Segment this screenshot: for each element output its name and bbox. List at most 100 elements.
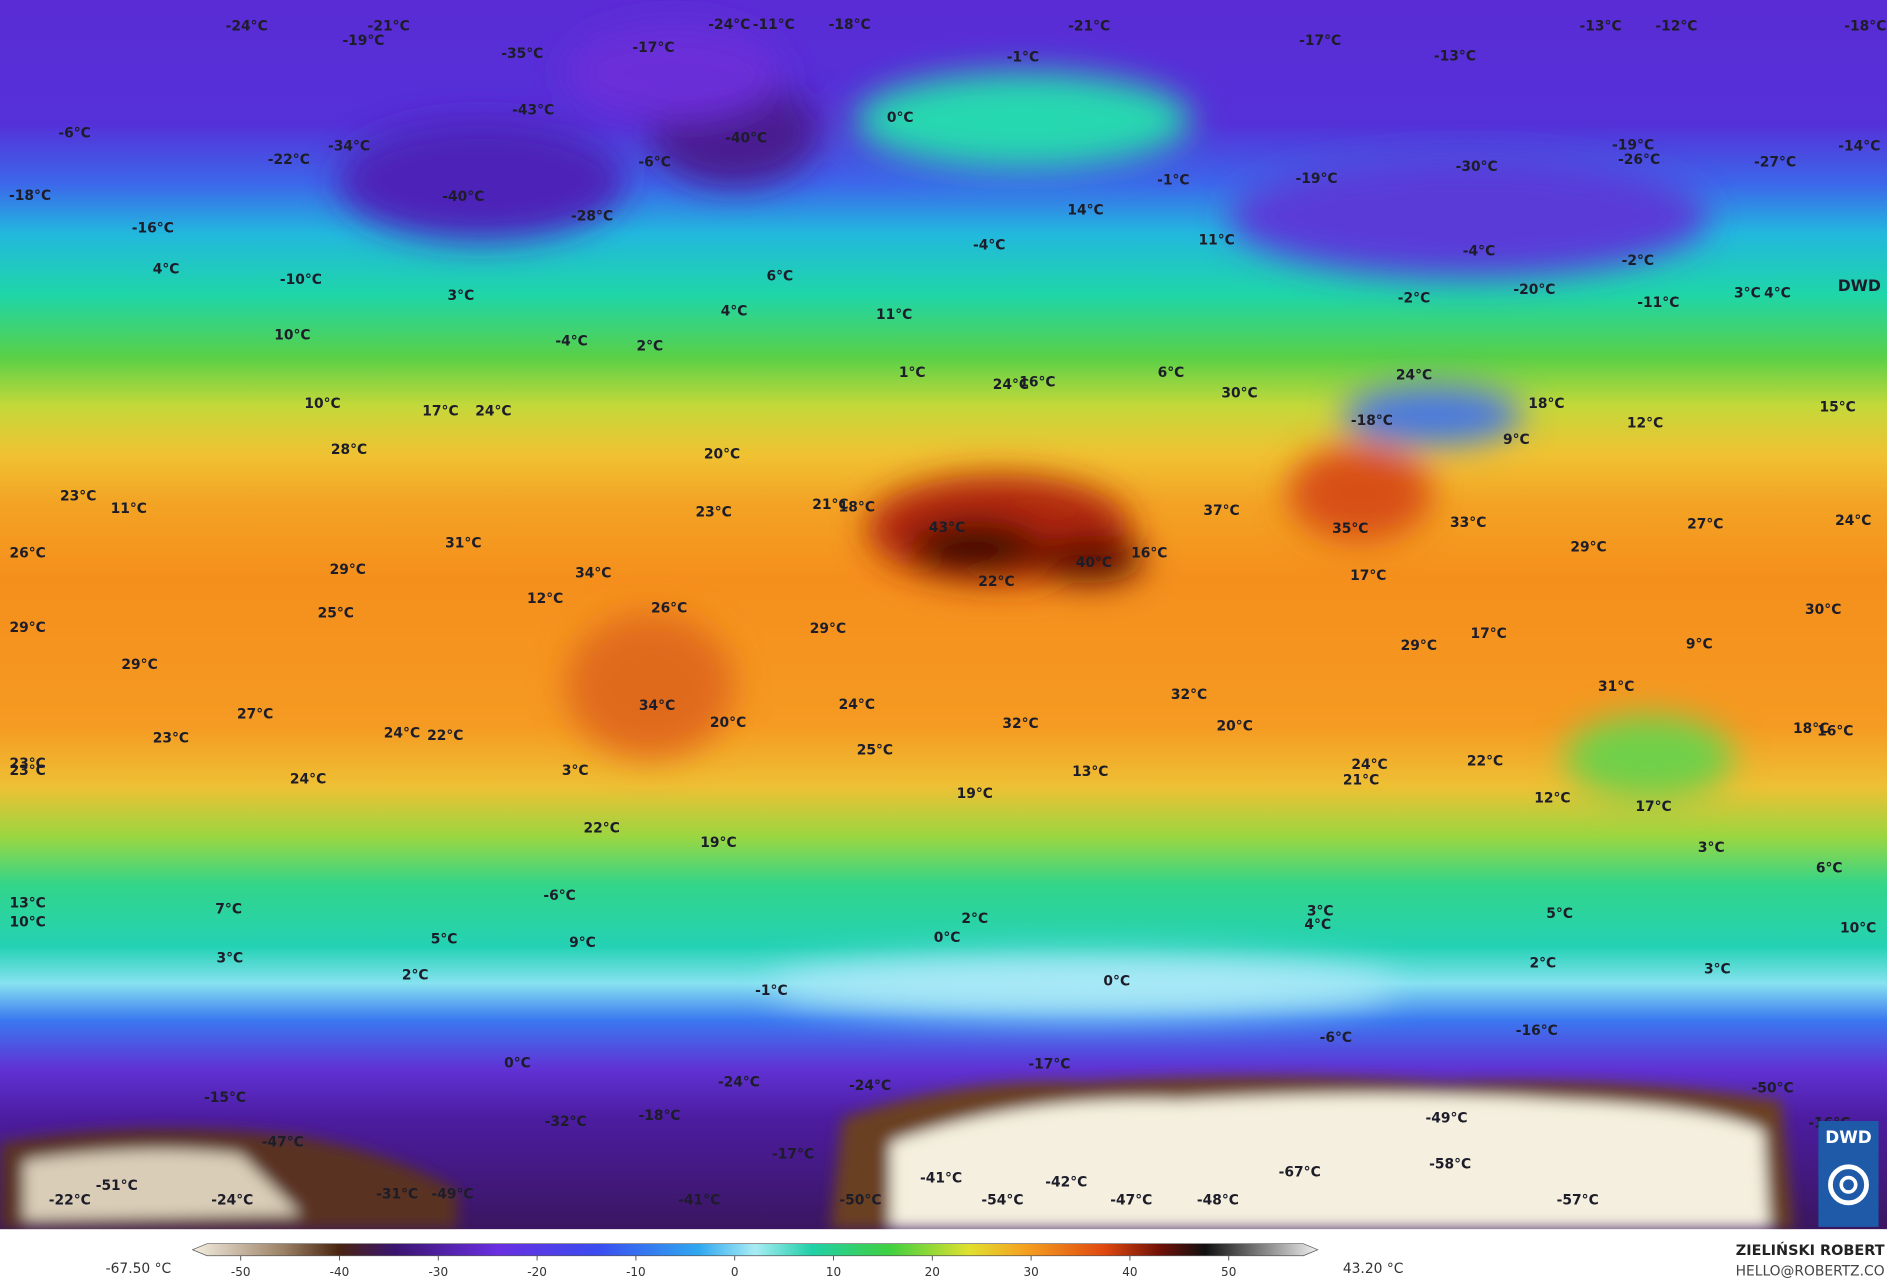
temperature-label: 33°C [1450,515,1486,531]
temperature-label: 17°C [1470,626,1506,642]
antarctica [0,1076,1794,1230]
temperature-label: -18°C [1844,18,1886,34]
temperature-label: -24°C [211,1192,253,1208]
temperature-label: -50°C [1752,1081,1794,1097]
temperature-label: -15°C [204,1090,246,1106]
footer [0,1229,1887,1287]
temperature-label: -6°C [1320,1030,1352,1046]
temperature-label: -18°C [638,1108,680,1124]
temperature-label: -24°C [226,18,268,34]
logo-text: DWD [1825,1127,1872,1147]
temperature-label: -22°C [268,152,310,168]
temperature-label: 17°C [422,403,458,419]
temperature-label: -41°C [920,1171,962,1187]
temperature-label: 4°C [1764,285,1791,301]
colorbar-tick-label: -40 [330,1265,350,1279]
temperature-label: 26°C [651,601,687,617]
temperature-label: -42°C [1045,1174,1087,1190]
temperature-label: -47°C [1110,1192,1152,1208]
temperature-label: 6°C [1158,365,1185,381]
temperature-label: 2°C [402,967,429,983]
temperature-labels: -24°C -21°C-19°C-35°C -17°C-24°C -11°C -18°C… [9,17,1886,1208]
temperature-label: 29°C [10,620,46,636]
temperature-label: 5°C [1546,906,1573,922]
colorbar-ticks: -50 -40 -30 -20 -10 0 10 20 30 40 50 [231,1255,1236,1279]
temperature-label: 11°C [876,307,912,323]
temperature-label: 4°C [721,304,748,320]
temperature-label: 3°C [562,763,589,779]
temperature-label: -22°C [49,1192,91,1208]
temperature-label: -40°C [725,130,767,146]
temperature-label: 9°C [569,935,596,951]
temperature-label: -4°C [973,237,1005,253]
temperature-label: 7°C [215,901,242,917]
temperature-label: 22°C [584,821,620,837]
temperature-label: 29°C [121,657,157,673]
temperature-label: 23°C [695,504,731,520]
temperature-label: 11°C [111,501,147,517]
temperature-label: 0°C [1103,973,1130,989]
temperature-label: 15°C [1819,400,1855,416]
temperature-label: -12°C [1655,18,1697,34]
temperature-label: -4°C [555,334,587,350]
temperature-label: -16°C [132,221,174,237]
temperature-label: -30°C [1456,159,1498,175]
temperature-label: -1°C [1007,50,1039,66]
temperature-label: 12°C [1534,791,1570,807]
temperature-label: -1°C [755,983,787,999]
temperature-label: -4°C [1463,243,1495,259]
temperature-label: 30°C [1805,602,1841,618]
temperature-label: -21°C [368,18,410,34]
temperature-label: 22°C [427,728,463,744]
temperature-label: 27°C [1687,516,1723,532]
temperature-label: 16°C [1131,545,1167,561]
colorbar-max: 43.20 °C [1343,1261,1404,1277]
temperature-label: 31°C [445,536,481,552]
temperature-label: -17°C [1028,1056,1070,1072]
temperature-label: 24°C [1351,757,1387,773]
temperature-label: -10°C [280,272,322,288]
temperature-label: 28°C [331,442,367,458]
temperature-label: -27°C [1754,154,1796,170]
temperature-label: 21°C [1343,773,1379,789]
temperature-label: -51°C [96,1178,138,1194]
temperature-label: 0°C [887,110,914,126]
temperature-label: -40°C [442,189,484,205]
colorbar-tick-label: 0 [731,1265,739,1279]
temperature-label: -16°C [1516,1023,1558,1039]
temperature-label: 25°C [318,605,354,621]
colorbar-tick-label: -20 [527,1265,547,1279]
temperature-label: 17°C [1350,568,1386,584]
temperature-label: -58°C [1429,1156,1471,1172]
logo-text: DWD [1838,276,1881,295]
temperature-label: -32°C [545,1114,587,1130]
temperature-label: -20°C [1513,282,1555,298]
temperature-label: 23°C [10,763,46,779]
temperature-label: 32°C [1002,716,1038,732]
temperature-label: 21°C [812,497,848,513]
temperature-label: 3°C [1698,840,1725,856]
temperature-label: -19°C [342,33,384,49]
temperature-label: -19°C [1612,138,1654,154]
temperature-label: -50°C [839,1192,881,1208]
temperature-label: 12°C [1627,415,1663,431]
temperature-label: 25°C [857,743,893,759]
temperature-label: 34°C [639,698,675,714]
temperature-label: 13°C [10,895,46,911]
temperature-label: -2°C [1398,290,1430,306]
temperature-label: 6°C [1816,860,1843,876]
temperature-label: 13°C [1072,764,1108,780]
temperature-label: -54°C [981,1192,1023,1208]
temperature-label: -13°C [1434,49,1476,65]
temperature-label: 3°C [1734,285,1761,301]
temperature-label: -17°C [632,40,674,56]
temperature-label: -6°C [543,888,575,904]
temperature-label: 26°C [10,545,46,561]
temperature-label: -11°C [1637,295,1679,311]
logo-box [1818,1121,1879,1227]
temperature-label: 24°C [384,726,420,742]
temperature-label: -13°C [1580,18,1622,34]
colorbar-tick-label: -50 [231,1265,251,1279]
